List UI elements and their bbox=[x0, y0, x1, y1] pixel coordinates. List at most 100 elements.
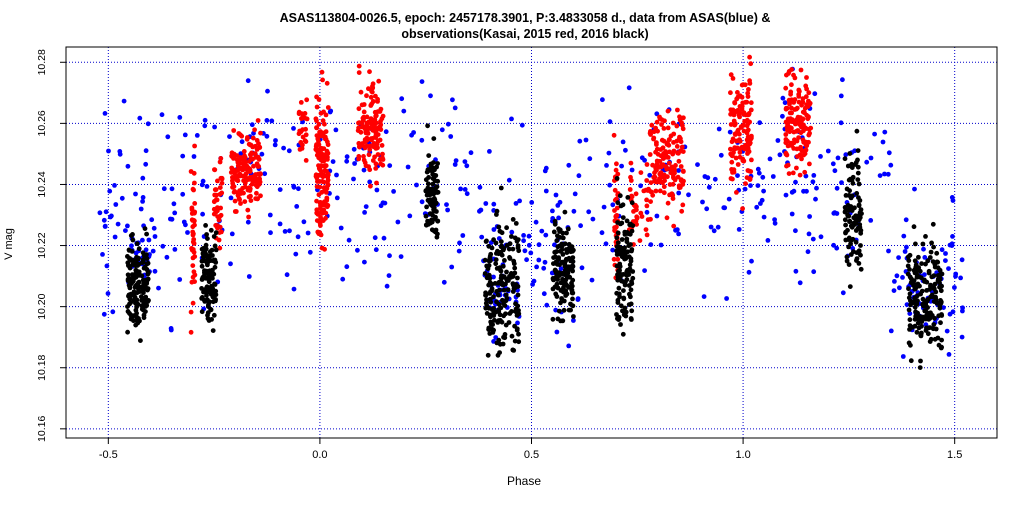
data-point bbox=[202, 117, 208, 123]
data-point bbox=[286, 148, 292, 154]
data-point bbox=[742, 186, 748, 192]
data-point bbox=[325, 105, 331, 110]
data-point bbox=[680, 168, 686, 174]
data-point bbox=[896, 255, 901, 260]
data-point bbox=[745, 121, 751, 126]
data-point bbox=[651, 135, 657, 141]
data-point bbox=[254, 138, 260, 143]
data-point bbox=[647, 172, 653, 178]
data-point bbox=[363, 130, 369, 136]
data-point bbox=[228, 195, 234, 201]
data-point bbox=[487, 257, 492, 263]
data-point bbox=[629, 308, 635, 314]
data-point bbox=[217, 245, 223, 251]
data-point bbox=[251, 163, 256, 169]
data-point bbox=[192, 218, 197, 224]
data-point bbox=[842, 217, 848, 223]
data-point bbox=[885, 171, 891, 177]
data-point bbox=[305, 230, 311, 236]
data-point bbox=[568, 258, 573, 264]
data-point bbox=[927, 287, 932, 292]
data-point bbox=[811, 173, 817, 178]
data-point bbox=[811, 269, 817, 275]
data-point bbox=[542, 259, 548, 265]
data-point bbox=[858, 266, 864, 272]
data-point bbox=[661, 155, 667, 161]
data-point bbox=[373, 130, 379, 135]
data-point bbox=[172, 210, 178, 216]
data-point bbox=[569, 263, 575, 269]
data-point bbox=[531, 278, 537, 284]
data-point bbox=[630, 269, 636, 274]
data-point bbox=[843, 152, 849, 158]
data-point bbox=[303, 158, 309, 163]
data-point bbox=[789, 82, 794, 88]
data-point bbox=[618, 322, 623, 327]
data-point bbox=[129, 272, 135, 277]
data-point bbox=[742, 119, 747, 124]
data-point bbox=[428, 93, 433, 99]
data-point bbox=[302, 138, 308, 144]
data-point bbox=[624, 218, 630, 224]
data-point bbox=[510, 289, 516, 294]
data-point bbox=[930, 221, 936, 227]
data-point bbox=[510, 217, 516, 222]
data-point bbox=[370, 158, 376, 163]
data-point bbox=[145, 260, 151, 266]
data-point bbox=[790, 170, 796, 176]
data-point bbox=[192, 201, 198, 206]
data-point bbox=[845, 202, 851, 208]
data-point bbox=[906, 286, 911, 292]
data-point bbox=[787, 99, 792, 105]
data-point bbox=[368, 136, 374, 142]
data-point bbox=[562, 209, 568, 215]
data-point bbox=[661, 184, 667, 190]
data-point bbox=[318, 168, 324, 174]
data-point bbox=[194, 133, 200, 138]
data-point bbox=[370, 81, 376, 87]
data-point bbox=[319, 245, 325, 251]
data-point bbox=[464, 163, 470, 169]
data-point bbox=[318, 129, 323, 135]
data-point bbox=[483, 239, 489, 244]
data-point bbox=[735, 127, 741, 133]
data-point bbox=[939, 271, 945, 277]
data-point bbox=[425, 123, 430, 129]
data-point bbox=[914, 293, 920, 299]
data-point bbox=[794, 106, 799, 112]
data-point bbox=[137, 115, 143, 121]
data-point bbox=[231, 156, 236, 161]
data-point bbox=[793, 179, 798, 185]
data-point bbox=[216, 217, 222, 223]
data-point bbox=[624, 277, 630, 282]
data-point bbox=[730, 107, 736, 113]
data-point bbox=[939, 283, 944, 289]
data-point bbox=[755, 166, 761, 172]
data-point bbox=[433, 214, 438, 220]
data-point bbox=[566, 242, 572, 247]
data-point bbox=[206, 279, 212, 285]
data-point bbox=[604, 163, 609, 168]
data-point bbox=[571, 314, 576, 319]
data-point bbox=[787, 125, 793, 130]
data-point bbox=[926, 268, 932, 274]
data-point bbox=[319, 69, 325, 75]
data-point bbox=[150, 248, 156, 254]
data-point bbox=[579, 265, 585, 271]
data-point bbox=[746, 87, 751, 92]
data-point bbox=[213, 260, 219, 265]
data-point bbox=[125, 163, 131, 169]
data-point bbox=[493, 257, 499, 263]
data-point bbox=[680, 181, 686, 187]
data-point bbox=[780, 113, 785, 119]
data-point bbox=[855, 170, 861, 176]
chart-title-line-1: ASAS113804-0026.5, epoch: 2457178.3901, … bbox=[280, 11, 771, 25]
data-point bbox=[932, 281, 938, 287]
data-point bbox=[242, 199, 248, 205]
data-point bbox=[650, 192, 656, 198]
data-point bbox=[845, 227, 850, 233]
data-point bbox=[250, 135, 256, 141]
data-point bbox=[214, 197, 220, 203]
data-point bbox=[218, 212, 224, 218]
data-point bbox=[783, 106, 789, 112]
